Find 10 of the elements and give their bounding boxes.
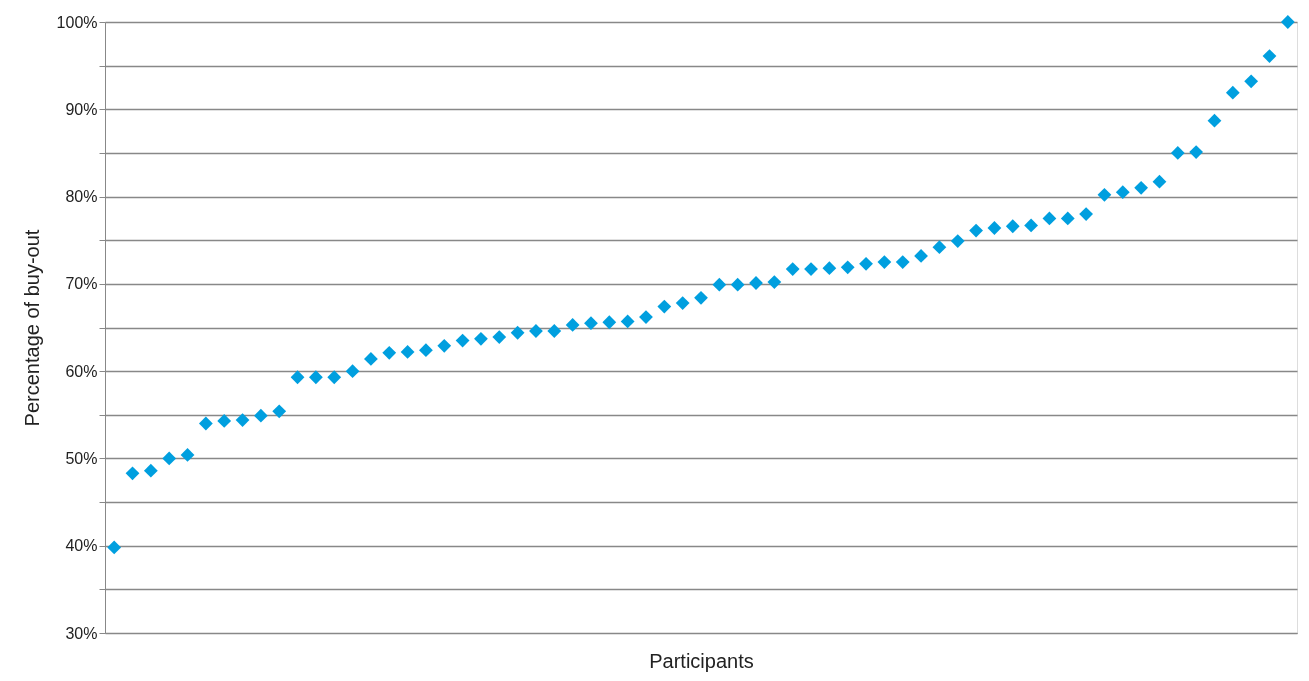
- y-axis-title: Percentage of buy-out: [20, 229, 43, 427]
- y-tick-label: 40%: [65, 537, 98, 555]
- y-tick-label: 80%: [65, 188, 98, 206]
- y-tick-label: 50%: [65, 449, 98, 467]
- x-axis-title: Participants: [649, 649, 754, 672]
- y-tick-label: 30%: [65, 624, 98, 642]
- y-tick-label: 100%: [56, 13, 98, 31]
- y-tick-label: 60%: [65, 362, 98, 380]
- y-tick-label: 70%: [65, 275, 98, 293]
- y-tick-label: 90%: [65, 100, 98, 118]
